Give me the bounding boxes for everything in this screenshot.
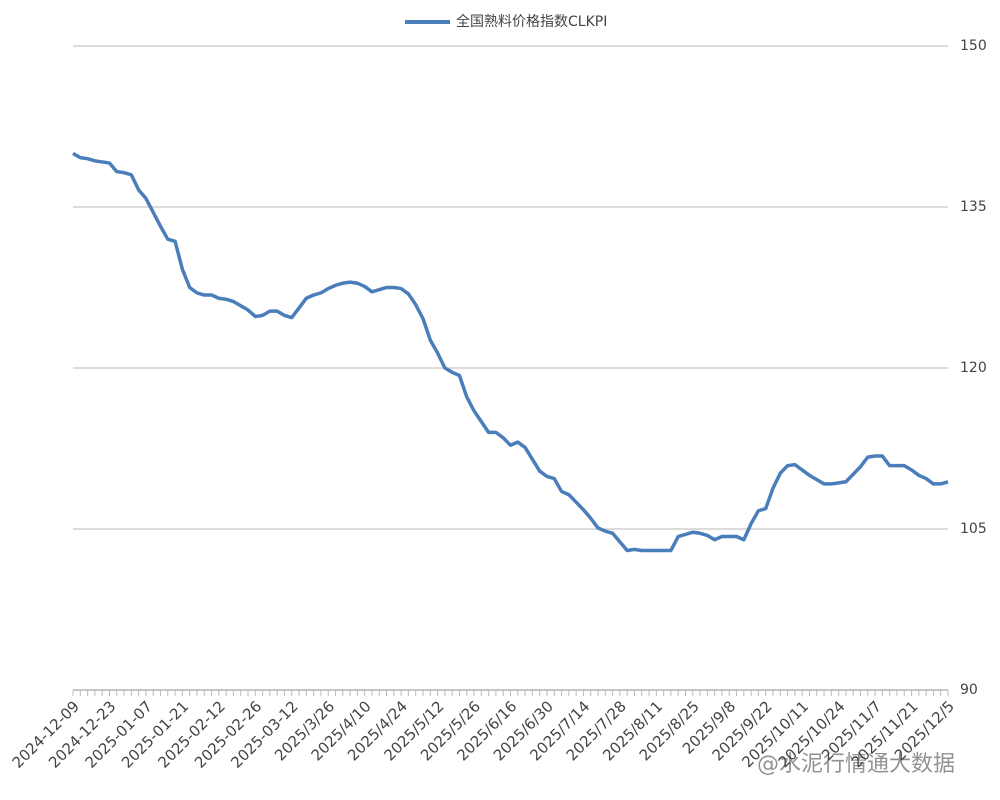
data-line bbox=[72, 151, 949, 553]
y-tick-label: 150 bbox=[960, 38, 987, 54]
y-tick-label: 135 bbox=[960, 199, 987, 215]
watermark: @水泥行情通大数据 bbox=[757, 752, 955, 777]
y-tick-label: 90 bbox=[960, 682, 978, 698]
y-tick-label: 120 bbox=[960, 360, 987, 376]
legend-label: 全国熟料价格指数CLKPI bbox=[456, 13, 607, 30]
y-tick-label: 105 bbox=[960, 521, 987, 537]
